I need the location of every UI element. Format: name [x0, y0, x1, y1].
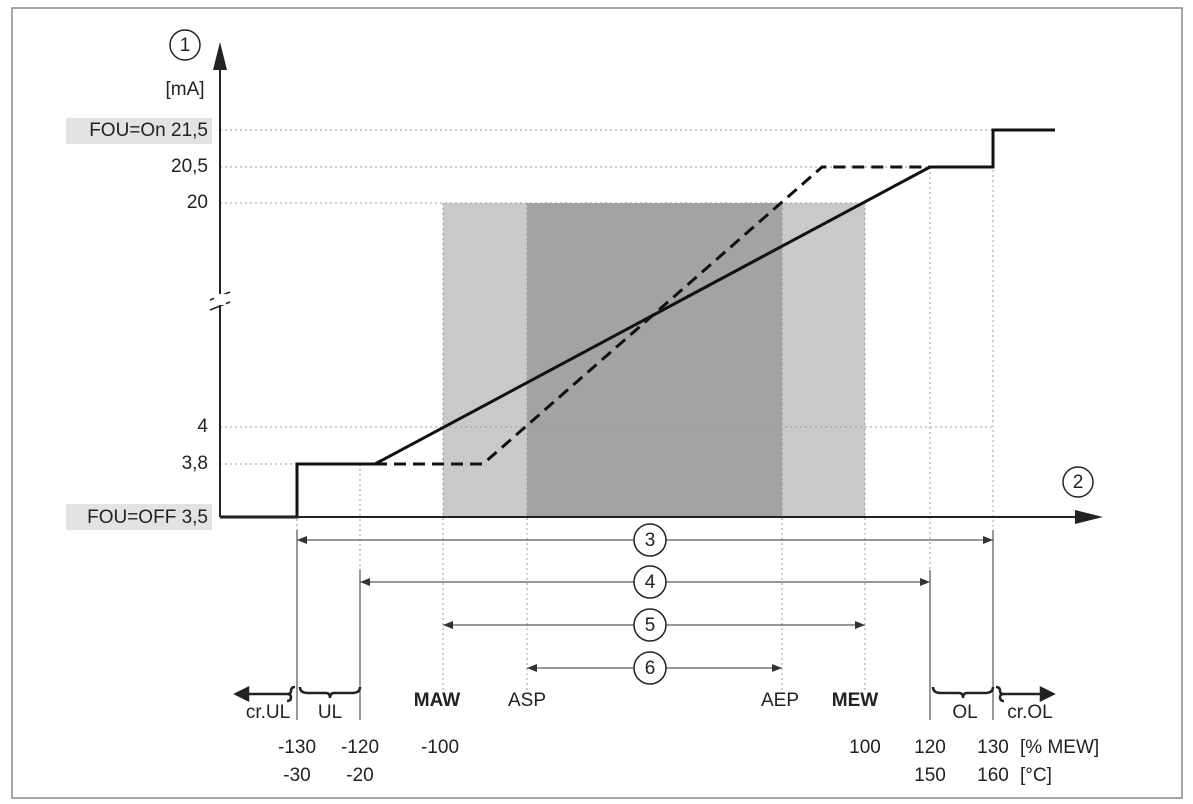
- y-label: FOU=OFF 3,5: [87, 507, 208, 528]
- point-label: MEW: [832, 690, 879, 711]
- celsius-value: -20: [346, 765, 373, 786]
- point-label: cr.UL: [246, 702, 290, 723]
- percent-unit: [% MEW]: [1020, 737, 1099, 758]
- dashed-curve: [375, 165, 930, 466]
- x-axis-marker: 2: [1073, 472, 1084, 493]
- marker-circle: [169, 29, 201, 61]
- point-label: OL: [952, 702, 977, 723]
- percent-value: -100: [421, 737, 459, 758]
- marker-circle: [633, 565, 667, 599]
- range-marker: 3: [645, 530, 656, 551]
- label-bg: [66, 118, 212, 144]
- point-label: UL: [318, 702, 342, 723]
- y-label: 20,5: [171, 156, 208, 177]
- axes: [209, 42, 1103, 524]
- point-label: ASP: [508, 690, 546, 711]
- celsius-unit: [°C]: [1020, 765, 1052, 786]
- y-axis-unit: [mA]: [165, 79, 204, 100]
- marker-circle: [633, 651, 667, 685]
- marker-circle: [1062, 466, 1094, 498]
- y-label: 3,8: [182, 453, 208, 474]
- range-6-area: [527, 203, 782, 517]
- point-label: cr.OL: [1007, 702, 1052, 723]
- y-label: FOU=On 21,5: [89, 120, 208, 141]
- y-label: 4: [197, 416, 208, 437]
- range-marker: 4: [645, 572, 656, 593]
- percent-value: -120: [341, 737, 379, 758]
- percent-value: 120: [914, 737, 946, 758]
- celsius-value: 160: [977, 765, 1009, 786]
- celsius-value: -30: [283, 765, 310, 786]
- percent-value: 100: [849, 737, 881, 758]
- y-axis-marker: 1: [180, 35, 191, 56]
- range-marker: 5: [645, 615, 656, 636]
- point-label: MAW: [414, 690, 461, 711]
- celsius-value: 150: [914, 765, 946, 786]
- guides: [220, 129, 994, 690]
- point-label: AEP: [761, 690, 799, 711]
- marker-circle: [633, 608, 667, 642]
- braces: [233, 685, 1056, 703]
- marker-circle: [633, 523, 667, 557]
- range-marker: 6: [645, 658, 656, 679]
- label-bg: [66, 504, 212, 530]
- y-label: 20: [187, 192, 208, 213]
- percent-value: 130: [977, 737, 1009, 758]
- percent-value: -130: [278, 737, 316, 758]
